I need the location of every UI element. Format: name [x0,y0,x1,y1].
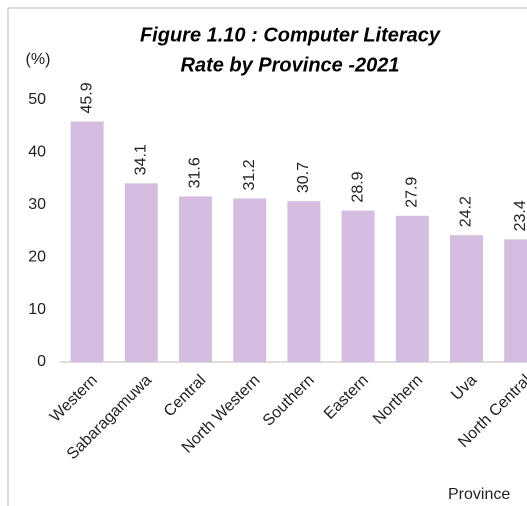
data-label: 45.9 [78,82,95,113]
bar [341,210,375,362]
bar [233,198,267,362]
data-label: 28.9 [349,171,366,202]
data-label: 31.6 [187,157,204,188]
y-tick-label: 10 [28,301,46,318]
y-tick-label: 30 [28,196,46,213]
data-label: 34.1 [133,144,150,175]
data-label: 27.9 [404,177,421,208]
y-tick-label: 40 [28,144,46,161]
bar [70,121,104,362]
data-label: 31.2 [241,159,258,190]
y-tick-label: 0 [37,353,46,370]
x-axis-label: Province [448,486,510,503]
data-label: 24.2 [458,196,475,227]
bar [450,235,483,362]
bar [395,215,429,362]
data-label: 30.7 [295,162,312,193]
bar [179,196,212,362]
chart-title: Rate by Province -2021 [181,54,400,76]
chart-title: Figure 1.10 : Computer Literacy [140,24,441,46]
bar [287,201,321,362]
data-label: 23.4 [512,200,527,231]
y-tick-label: 20 [28,248,46,265]
y-axis-label: (%) [26,51,51,68]
bar [504,239,527,362]
y-tick-label: 50 [28,91,46,108]
bar [124,183,158,362]
